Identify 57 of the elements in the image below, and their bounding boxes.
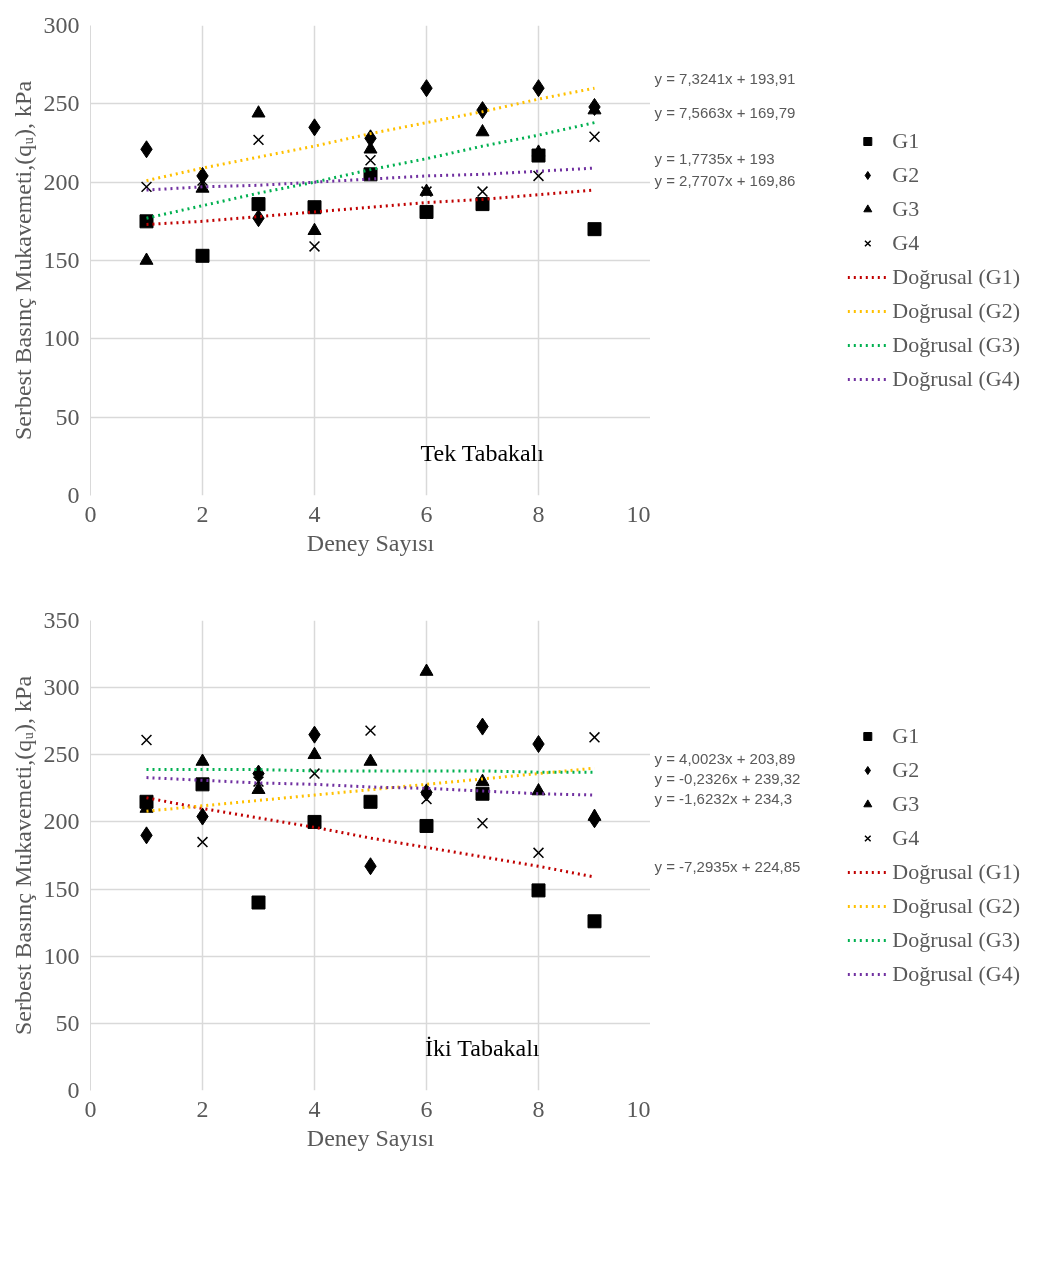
legend-label: G4: [892, 230, 920, 256]
legend-label: Doğrusal (G2): [892, 893, 1020, 919]
legend-label: Doğrusal (G4): [892, 366, 1020, 392]
y-tick-label: 100: [43, 325, 80, 352]
text: y = 2,7707x + 169,86: [654, 171, 796, 189]
y-tick-label: 300: [43, 674, 80, 701]
y-tick-label: 250: [43, 741, 80, 768]
annotation: İki Tabakalı: [425, 1035, 540, 1062]
x-tick-label: 4: [308, 1095, 321, 1122]
y-tick-label: 0: [67, 482, 80, 508]
y-tick-label: 50: [55, 1009, 80, 1036]
x-tick-label: 4: [308, 500, 321, 527]
x-tick-label: 6: [420, 500, 433, 527]
x-tick-label: 8: [532, 1095, 545, 1122]
y-tick-label: 200: [43, 168, 80, 195]
y-tick-label: 100: [43, 942, 80, 969]
y-tick-label: 350: [43, 607, 80, 633]
x-tick-label: 2: [196, 1095, 209, 1122]
text: y = 7,5663x + 169,79: [654, 104, 796, 122]
legend-label: G1: [892, 128, 920, 154]
text: y = 7,3241x + 193,91: [654, 69, 796, 87]
legend-label: G3: [892, 791, 920, 817]
legend-label: G2: [892, 162, 920, 188]
y-tick-label: 300: [43, 12, 80, 38]
x-tick-label: 10: [626, 1095, 651, 1122]
legend-label: Doğrusal (G1): [892, 859, 1020, 885]
text: y = -1,6232x + 234,3: [654, 789, 793, 807]
x-tick-label: 0: [84, 1095, 97, 1122]
legend-label: G2: [892, 757, 920, 783]
x-tick-label: 2: [196, 500, 209, 527]
legend-label: Doğrusal (G1): [892, 264, 1020, 290]
legend-label: G1: [892, 723, 920, 749]
legend-label: Doğrusal (G4): [892, 961, 1020, 987]
y-axis-title: Serbest Basınç Mukavemeti,(qᵤ), kPa: [9, 80, 36, 441]
legend-label: G3: [892, 196, 920, 222]
x-tick-label: 0: [84, 500, 97, 527]
annotation: Tek Tabakalı: [420, 440, 545, 467]
text: y = -7,2935x + 224,85: [654, 858, 801, 876]
text: y = -0,2326x + 239,32: [654, 769, 801, 787]
x-tick-label: 8: [532, 500, 545, 527]
x-axis-title: Deney Sayısı: [306, 529, 435, 556]
x-axis-title: Deney Sayısı: [306, 1124, 435, 1151]
legend-label: Doğrusal (G2): [892, 298, 1020, 324]
legend-label: G4: [892, 825, 920, 851]
y-tick-label: 0: [67, 1077, 80, 1103]
y-tick-label: 50: [55, 403, 80, 430]
y-tick-label: 150: [43, 247, 80, 273]
y-tick-label: 250: [43, 90, 80, 117]
legend-label: Doğrusal (G3): [892, 927, 1020, 953]
y-tick-label: 200: [43, 808, 80, 835]
y-tick-label: 150: [43, 875, 80, 902]
x-tick-label: 6: [420, 1095, 433, 1122]
text: y = 1,7735x + 193: [654, 149, 775, 167]
x-tick-label: 10: [626, 500, 651, 527]
legend-label: Doğrusal (G3): [892, 332, 1020, 358]
y-axis-title: Serbest Basınç Mukavemeti,(qᵤ), kPa: [9, 675, 36, 1036]
text: y = 4,0023x + 203,89: [654, 749, 796, 767]
